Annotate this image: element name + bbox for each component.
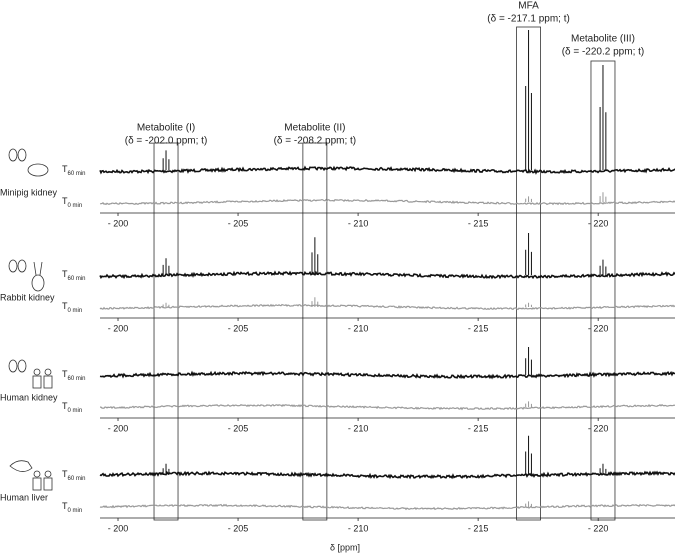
- trace-label: T60 min: [62, 369, 86, 381]
- baseline: [99, 503, 675, 511]
- baseline: [100, 403, 675, 411]
- x-tick-label: - 210: [348, 523, 369, 533]
- x-tick-label: - 215: [468, 218, 489, 228]
- trace-subscript: 0 min: [68, 408, 83, 414]
- x-tick-label: - 205: [228, 323, 249, 333]
- x-tick-label: - 205: [228, 523, 249, 533]
- trace-subscript: 60 min: [68, 476, 86, 482]
- peak: [525, 501, 532, 507]
- signal-name: Metabolite (I): [137, 123, 195, 134]
- baseline: [99, 165, 675, 175]
- peak: [525, 302, 532, 307]
- trace-symbol: T: [62, 164, 68, 174]
- panel-name: Rabbit kidney: [0, 292, 55, 302]
- trace-label: T0 min: [62, 401, 82, 413]
- baseline: [99, 303, 675, 311]
- panel-name: Human kidney: [0, 392, 58, 402]
- baseline: [99, 470, 675, 480]
- peak: [599, 65, 607, 170]
- x-tick-label: - 205: [228, 423, 249, 433]
- peak: [599, 192, 607, 202]
- trace-symbol: T: [62, 196, 68, 206]
- x-tick-label: - 210: [348, 423, 369, 433]
- x-tick-label: - 210: [348, 218, 369, 228]
- trace-subscript: 0 min: [68, 203, 83, 209]
- trace-symbol: T: [62, 301, 68, 311]
- x-tick-label: - 205: [228, 218, 249, 228]
- signal-name: Metabolite (II): [284, 123, 345, 134]
- x-tick-label: - 220: [588, 323, 609, 333]
- trace-symbol: T: [62, 469, 68, 479]
- x-tick-label: - 220: [588, 423, 609, 433]
- trace-symbol: T: [62, 401, 68, 411]
- peak: [525, 30, 532, 170]
- trace-symbol: T: [62, 501, 68, 511]
- x-tick-label: - 220: [588, 218, 609, 228]
- peak: [525, 401, 532, 407]
- peak: [162, 302, 170, 307]
- trace-label: T60 min: [62, 469, 86, 481]
- trace-label: T0 min: [62, 301, 82, 313]
- trace-symbol: T: [62, 269, 68, 279]
- x-tick-label: - 210: [348, 323, 369, 333]
- x-tick-label: - 215: [468, 423, 489, 433]
- peak: [599, 463, 607, 475]
- panel-name: Human liver: [0, 492, 48, 502]
- signal-name: MFA: [518, 1, 539, 12]
- peak: [599, 259, 607, 275]
- signal-shift: (δ = -202.0 ppm; t): [125, 136, 208, 147]
- x-tick-label: - 215: [468, 323, 489, 333]
- icons: [8, 148, 53, 491]
- baseline: [99, 370, 675, 380]
- trace-symbol: T: [62, 369, 68, 379]
- signal-box: [516, 26, 541, 521]
- signal-name: Metabolite (III): [571, 34, 635, 45]
- x-tick-label: - 215: [468, 523, 489, 533]
- x-tick-label: - 220: [588, 523, 609, 533]
- baseline: [99, 270, 675, 280]
- x-tick-label: - 200: [108, 218, 129, 228]
- trace-subscript: 0 min: [68, 508, 83, 514]
- peak: [162, 150, 170, 170]
- peak: [525, 435, 532, 475]
- peak: [162, 258, 170, 275]
- trace-subscript: 60 min: [68, 276, 86, 282]
- signal-box: [590, 60, 616, 521]
- trace-subscript: 60 min: [68, 171, 86, 177]
- signal-shift: (δ = -208.2 ppm; t): [274, 136, 357, 147]
- trace-label: T0 min: [62, 501, 82, 513]
- peak: [525, 233, 532, 275]
- peak: [525, 347, 532, 375]
- x-tick-label: - 200: [108, 423, 129, 433]
- trace-label: T0 min: [62, 196, 82, 208]
- signal-box: [153, 142, 179, 521]
- peak: [525, 196, 532, 202]
- signal-box: [302, 142, 328, 521]
- x-axis-label: δ [ppm]: [330, 542, 360, 552]
- trace-subscript: 60 min: [68, 376, 86, 382]
- peak: [162, 463, 170, 475]
- trace-label: T60 min: [62, 269, 86, 281]
- signal-shift: (δ = -217.1 ppm; t): [487, 14, 570, 25]
- trace-subscript: 0 min: [68, 308, 83, 314]
- trace-label: T60 min: [62, 164, 86, 176]
- panel-name: Minipig kidney: [0, 187, 58, 197]
- x-tick-label: - 200: [108, 523, 129, 533]
- x-tick-label: - 200: [108, 323, 129, 333]
- baseline: [99, 198, 675, 206]
- peak: [311, 237, 319, 275]
- peak: [311, 297, 319, 307]
- signal-shift: (δ = -220.2 ppm; t): [562, 47, 645, 58]
